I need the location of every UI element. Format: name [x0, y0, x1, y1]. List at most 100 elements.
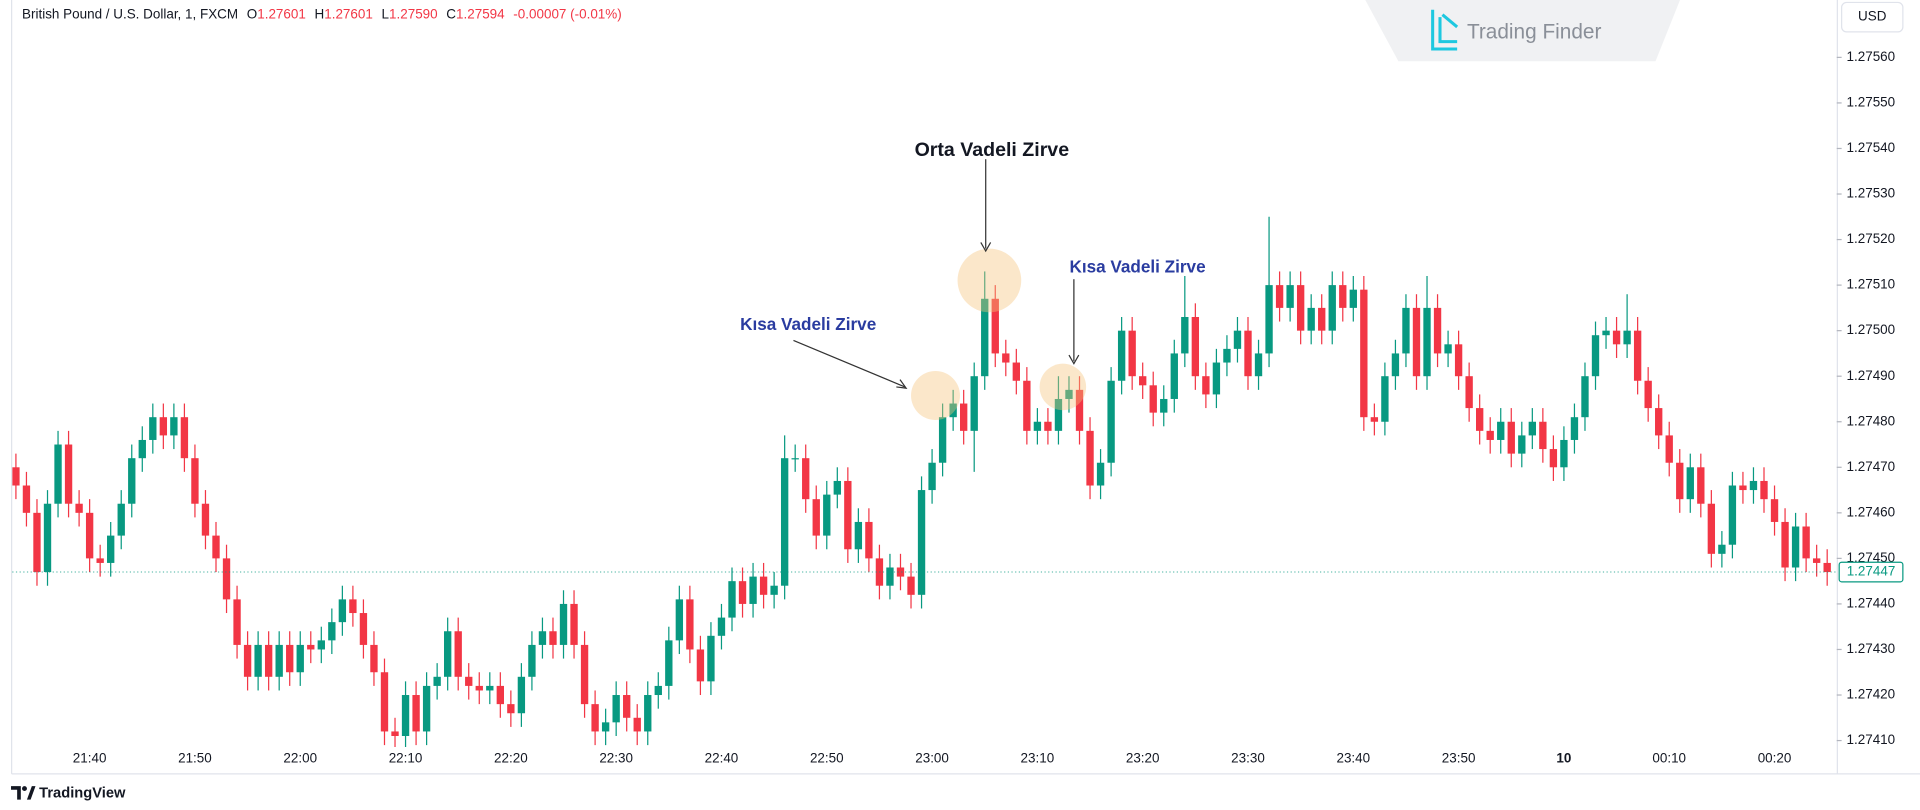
candle-body	[64, 444, 73, 504]
candle-body	[149, 417, 157, 440]
symbol: British Pound / U.S. Dollar, 1, FXCM	[22, 6, 238, 21]
x-tick-label: 23:20	[1126, 751, 1160, 766]
candle-body	[1423, 307, 1431, 377]
candle-body	[380, 672, 389, 732]
ohlc-value: 1.27590	[389, 6, 438, 21]
candle-body	[191, 458, 199, 504]
candle-body	[1486, 430, 1494, 440]
candle-body	[454, 631, 462, 677]
candle-body	[328, 622, 336, 641]
candle-body	[633, 717, 641, 732]
candle-body	[1244, 330, 1252, 377]
candle-body	[1286, 285, 1294, 308]
candle-body	[507, 704, 515, 714]
candle-body	[54, 444, 62, 504]
candle-body	[1002, 353, 1010, 363]
candle-body	[960, 403, 968, 431]
change: -0.00007 (-0.01%)	[513, 6, 621, 21]
candle-body	[359, 613, 368, 645]
candle-body	[770, 585, 778, 595]
y-tick-label: 1.27440	[1847, 595, 1896, 610]
candle-body	[1676, 462, 1684, 500]
candle-body	[665, 640, 673, 686]
candle-body	[75, 503, 83, 513]
candle-body	[1370, 417, 1379, 422]
candle-body	[528, 644, 536, 677]
candle-body	[391, 731, 399, 737]
annotation: Kısa Vadeli Zirve	[740, 314, 876, 334]
x-tick-label: 22:50	[810, 751, 844, 766]
candle-body	[938, 417, 947, 463]
candle-body	[1686, 467, 1694, 500]
y-tick-label: 1.27510	[1847, 277, 1896, 292]
y-tick-label: 1.27410	[1847, 732, 1896, 747]
candle-body	[823, 494, 831, 536]
y-tick-label: 1.27540	[1847, 140, 1896, 155]
arrow-head	[980, 242, 992, 253]
candle-body	[307, 644, 315, 650]
highlight	[911, 371, 960, 420]
candle-body	[802, 458, 810, 500]
candle-body	[1117, 330, 1126, 381]
candles	[12, 216, 1831, 747]
highlight	[1039, 363, 1087, 411]
candle-body	[780, 458, 789, 586]
candle-body	[222, 558, 231, 600]
candle-body	[1623, 330, 1631, 345]
candle-body	[854, 521, 863, 550]
candle-body	[970, 376, 978, 431]
candle-body	[1465, 376, 1473, 409]
candle-body	[1612, 330, 1621, 345]
candle-body	[696, 649, 705, 682]
candle-body	[1075, 389, 1084, 431]
currency-button[interactable]	[1841, 1, 1904, 33]
candle-body	[1096, 462, 1105, 486]
candle-body	[1307, 307, 1315, 331]
y-tick-label: 1.27430	[1847, 641, 1896, 656]
ohlc-key: L	[382, 6, 390, 21]
candle-body	[612, 695, 620, 723]
candle-body	[1107, 380, 1115, 463]
candle-body	[623, 695, 631, 718]
arrow-head	[1068, 354, 1080, 365]
candle-body	[1254, 353, 1263, 377]
candle-body	[444, 631, 452, 677]
x-tick-label: 22:00	[283, 751, 317, 766]
candle-body	[738, 581, 747, 604]
candle-body	[981, 298, 989, 377]
candle-body	[1328, 285, 1336, 331]
candle-body	[707, 635, 715, 682]
candle-body	[1802, 526, 1810, 559]
candle-body	[1728, 485, 1737, 545]
ohlc-value: 1.27601	[324, 6, 373, 21]
candle-body	[243, 644, 252, 677]
candle-body	[917, 490, 926, 595]
candle-body	[138, 439, 146, 459]
candle-body	[896, 567, 905, 577]
last-price-box	[1838, 561, 1904, 583]
candle-body	[1812, 558, 1821, 563]
candle-body	[1454, 344, 1463, 377]
candle-body	[1539, 421, 1547, 450]
x-tick-label: 23:40	[1336, 751, 1370, 766]
x-tick-label: 23:00	[915, 751, 949, 766]
candle-body	[1444, 344, 1452, 354]
candle-body	[1139, 376, 1147, 386]
arrow	[793, 339, 906, 388]
candle-body	[1549, 449, 1558, 468]
arrow-head	[896, 379, 908, 389]
candle-body	[833, 480, 841, 495]
annotation: Kısa Vadeli Zirve	[1069, 257, 1205, 277]
candle-body	[654, 685, 662, 696]
candle-body	[886, 567, 894, 586]
candle-body	[1160, 398, 1168, 413]
candle-body	[601, 722, 610, 732]
candle-body	[349, 599, 357, 614]
x-tick-label: 22:30	[599, 751, 633, 766]
candle-body	[1275, 285, 1284, 308]
candle-body	[128, 458, 136, 504]
ohlc-key: H	[315, 6, 325, 21]
candle-body	[580, 644, 589, 705]
candle-body	[1339, 285, 1347, 308]
